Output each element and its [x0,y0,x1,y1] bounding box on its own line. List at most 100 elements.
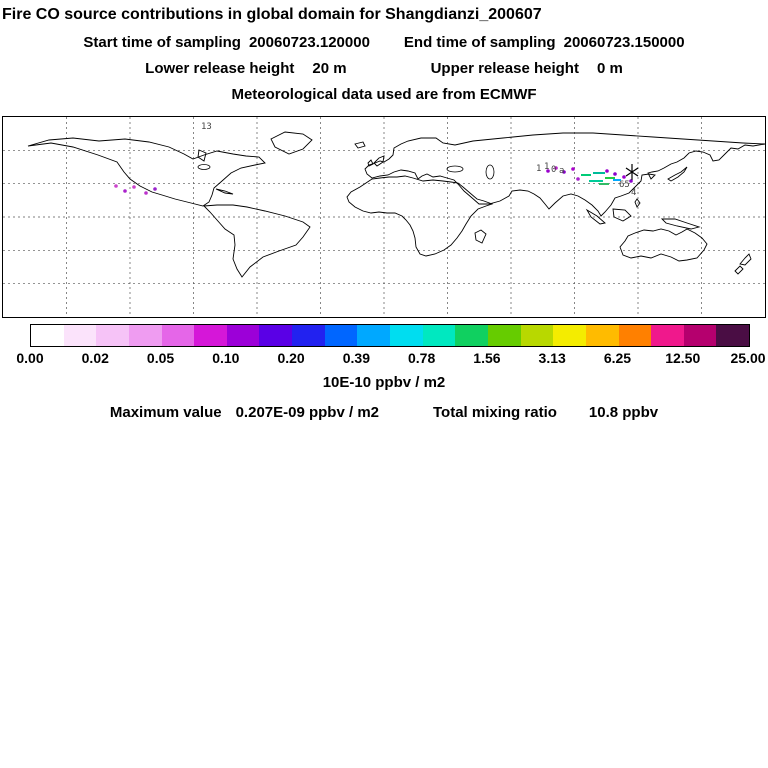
stats-line: Maximum value 0.207E-09 ppbv / m2 Total … [0,404,768,421]
colorbar-ticks: 0.00 0.02 0.05 0.10 0.20 0.39 0.78 1.56 3.13 6.25… [16,350,765,368]
data-dash [589,180,603,182]
data-dash [593,172,605,174]
data-dot [546,169,550,173]
colorbar-segment [259,325,293,346]
data-dash [599,183,609,185]
colorbar-segment [226,325,260,346]
world-map: 13 1 1 0 a 654 [3,117,766,317]
colorbar-segment [390,325,423,346]
colorbar-segment [487,325,521,346]
map-gridlines [3,117,765,317]
end-time-value: 20060723.150000 [563,34,685,51]
coast-japan [667,166,688,182]
data-dot [571,167,575,171]
colorbar-tick-label: 12.50 [665,350,701,366]
start-time: Start time of sampling 20060723.120000 [83,34,370,51]
colorbar [30,324,750,347]
total-mixing-ratio-label: Total mixing ratio [433,404,557,421]
data-dot [622,175,626,179]
map-annotation-text: 0 [551,165,556,175]
coast-australia [619,228,708,262]
colorbar-segment [520,325,554,346]
coast-south-america [202,204,311,278]
coast-sumatra [585,208,606,225]
lower-release-value: 20 m [312,60,347,77]
data-dot [123,189,127,193]
data-dash [613,179,621,181]
colorbar-tick-label: 0.10 [212,350,240,366]
data-dot [576,177,580,181]
colorbar-segment [128,325,162,346]
coast-north-america [27,137,266,207]
data-dot [132,185,136,189]
data-dot [153,187,157,191]
coast-africa [346,175,494,257]
lower-release-height: Lower release height 20 m [145,60,346,77]
colorbar-segment [324,325,358,346]
data-dot [114,184,118,188]
colorbar-segment [455,325,488,346]
data-dash [605,177,615,179]
colorbar-segment [422,325,456,346]
colorbar-segment [292,325,325,346]
map-annotation-text: 1 [544,162,549,172]
map-frame: 13 1 1 0 a 65 4 [2,116,766,318]
data-dot [562,170,566,174]
great-lakes [197,164,211,170]
colorbar-segment [618,325,652,346]
upper-release-label: Upper release height [430,60,579,77]
end-time: End time of sampling 20060723.150000 [404,34,685,51]
colorbar-segment [63,325,97,346]
colorbar-segment [161,325,195,346]
map-annotation-text: 1 [536,164,541,174]
colorbar-tick-label: 1.56 [473,350,501,366]
colorbar-tick-label: 0.02 [81,350,109,366]
colorbar-segment [194,325,227,346]
max-value-label: Maximum value [109,404,222,421]
coastlines [27,131,766,278]
coast-greenland [270,131,313,155]
colorbar-tick-label: 0.78 [408,350,436,366]
coast-eurasia [364,132,766,217]
release-heights-row: Lower release height 20 m Upper release h… [0,60,768,77]
data-dot [554,166,558,170]
colorbar-segment [716,325,750,346]
total-mixing-ratio-value: 10.8 ppbv [588,404,659,421]
colorbar-tick-label: 0.05 [146,350,175,366]
coast-philippines [634,198,641,208]
colorbar-tick-label: 0.39 [342,350,370,366]
colorbar-segment [651,325,684,346]
map-annotations: 13 1 1 0 a 654 [201,122,639,198]
coast-iceland [354,141,366,149]
contribution-points [114,166,633,195]
data-dot [629,179,633,183]
colorbar-tick-label: 3.13 [538,350,566,366]
station-marker [625,164,639,180]
coast-uk [373,155,385,167]
data-dot [605,169,609,173]
colorbar-tick-label: 0.20 [277,350,305,366]
coast-borneo [612,208,632,222]
colorbar-tick-label: 25.00 [730,350,766,366]
black-sea [446,165,464,173]
coast-new-guinea [660,218,701,230]
map-annotation-text: 4 [631,188,636,198]
colorbar-unit-label: 10E-10 ppbv / m2 [322,374,446,391]
colorbar-segment [357,325,391,346]
sampling-times-row: Start time of sampling 20060723.120000 En… [0,34,768,51]
map-annotation-text: 65 [619,180,630,190]
colorbar-segment [553,325,586,346]
coast-hudson-bay [197,149,207,162]
coast-madagascar [474,229,487,244]
colorbar-segment [96,325,129,346]
start-time-value: 20060723.120000 [248,34,370,51]
map-annotation-text: a [559,166,564,176]
data-dot [144,191,148,195]
lower-release-label: Lower release height [145,60,295,77]
caspian-sea [485,164,495,180]
met-data-text: Meteorological data used are from ECMWF [231,86,537,103]
colorbar-tick-label: 0.00 [16,350,44,366]
colorbar-segment [683,325,717,346]
coast-new-zealand [734,253,752,275]
upper-release-value: 0 m [596,60,623,77]
